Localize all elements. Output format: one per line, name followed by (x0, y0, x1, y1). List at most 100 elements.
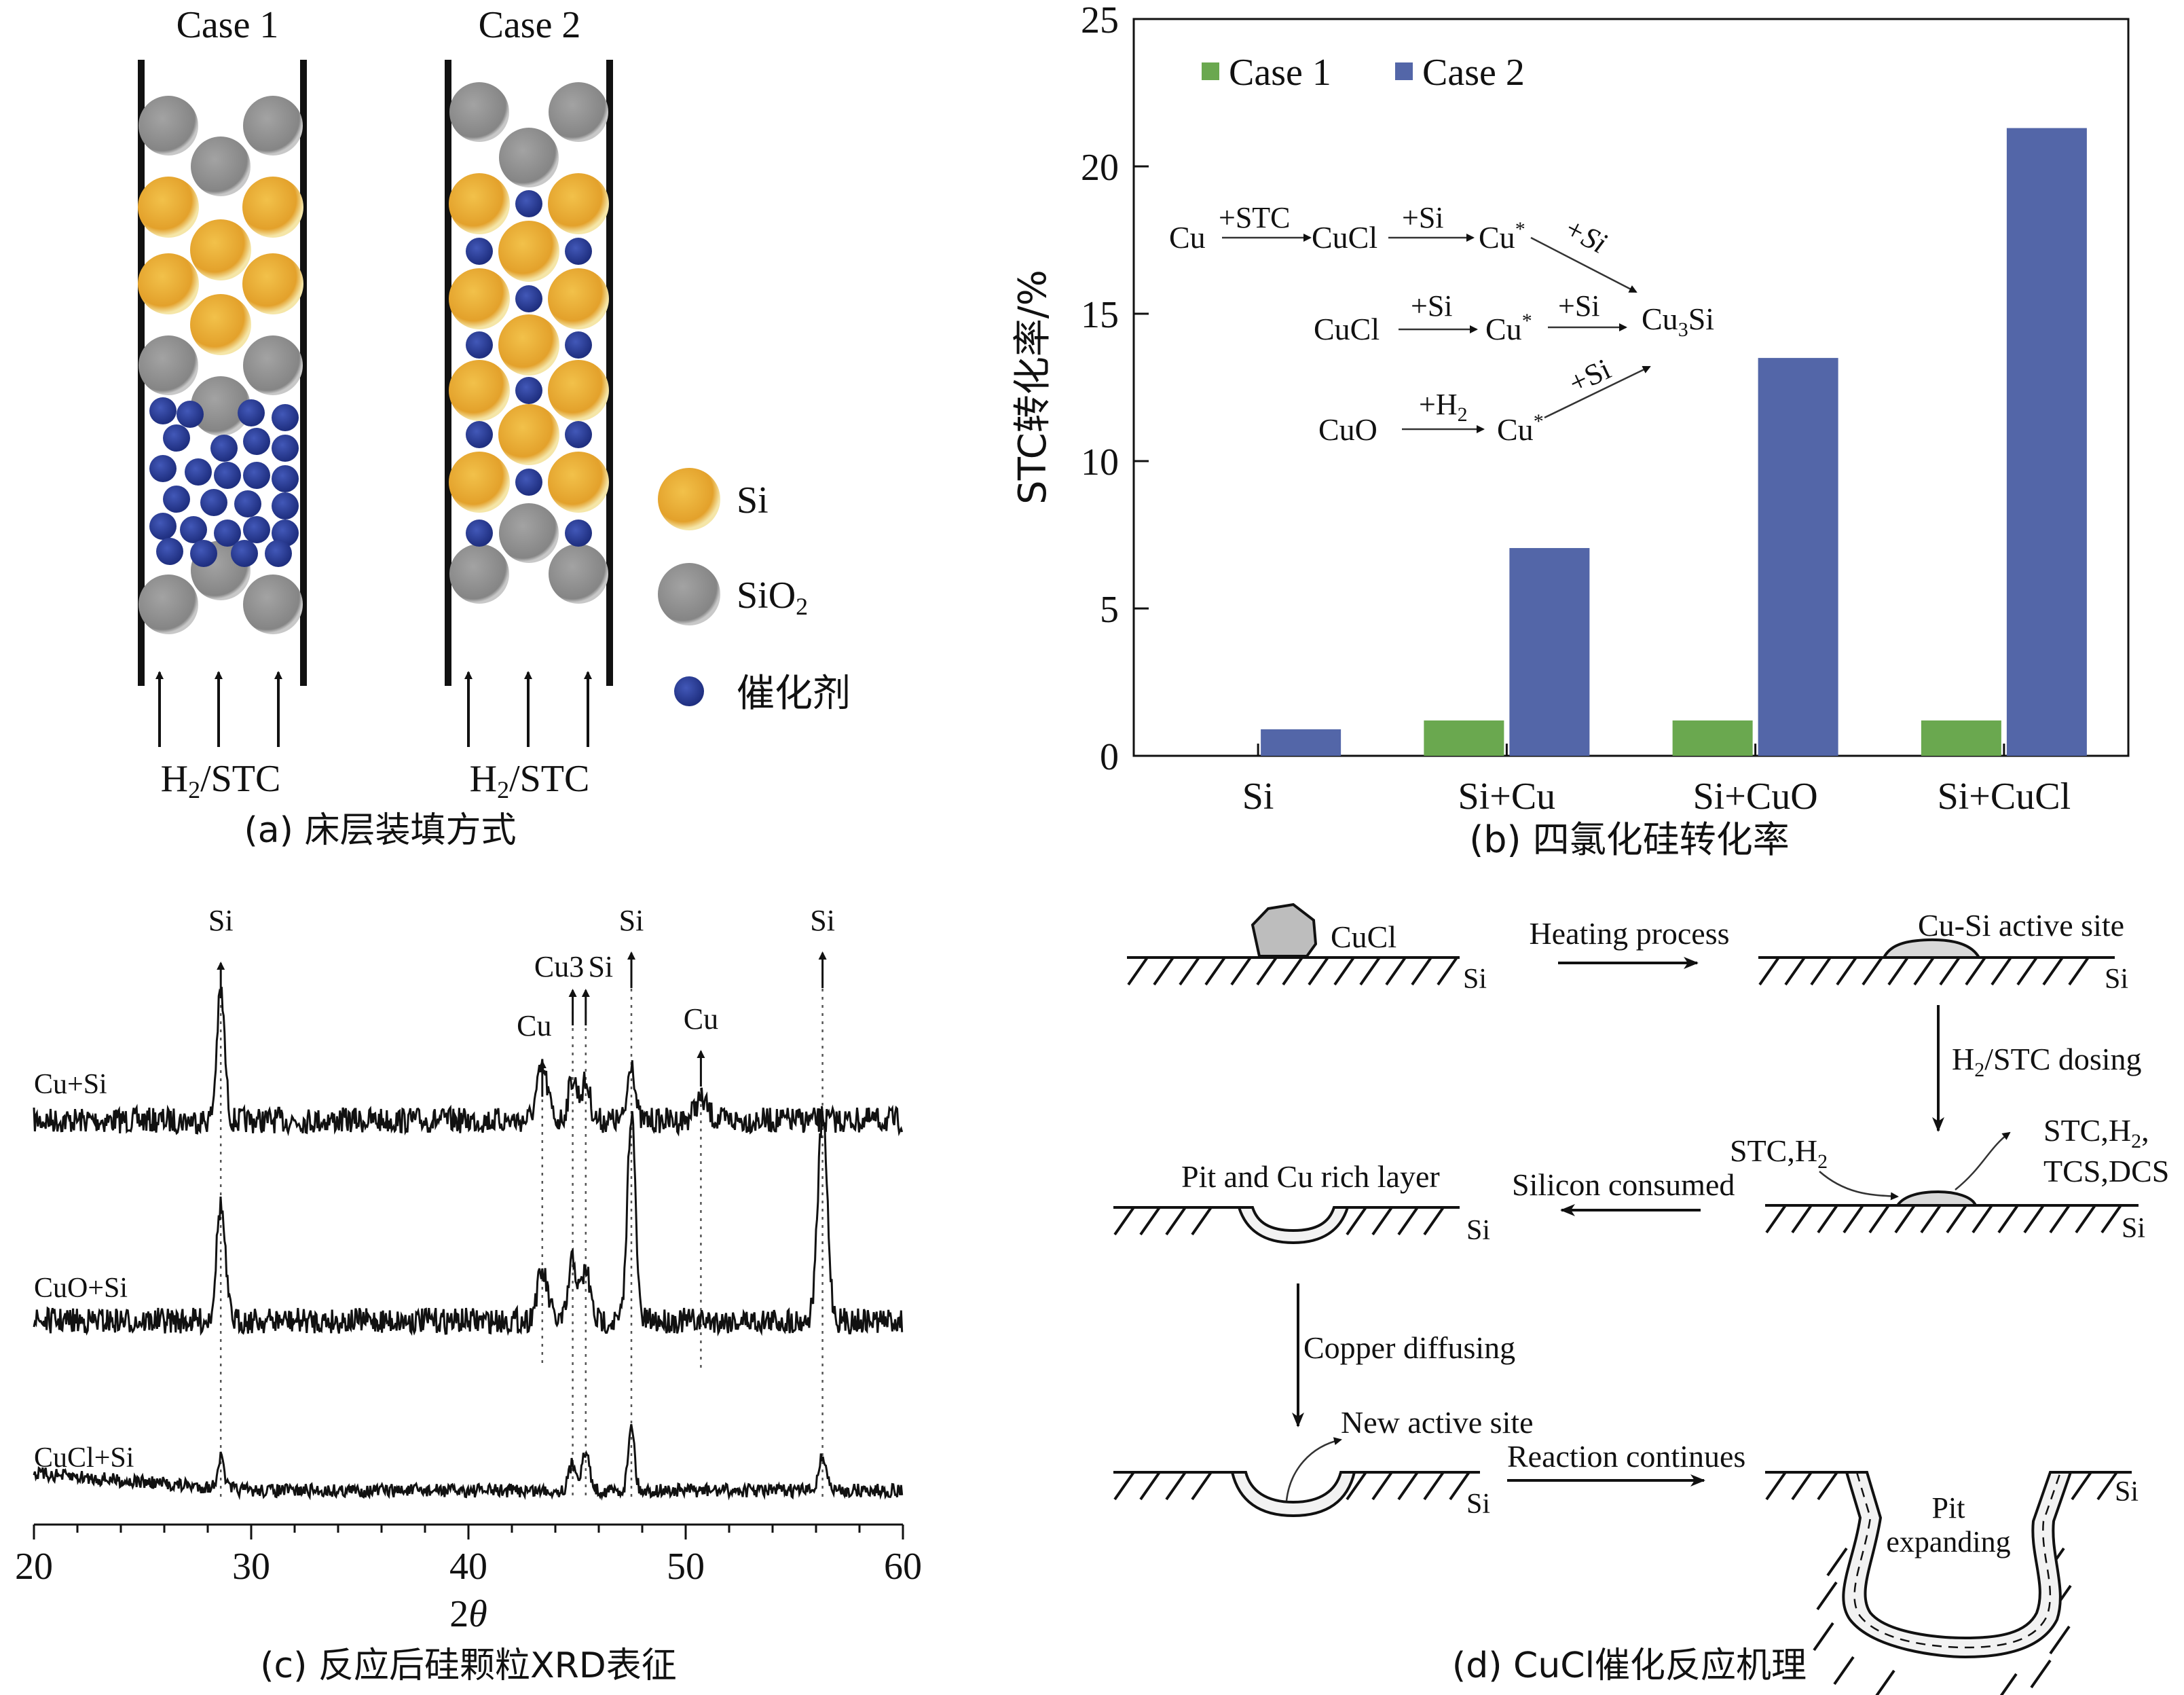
xrd-trace-cu-si (33, 987, 904, 1137)
particle-cat (210, 435, 238, 462)
gas-label-case2: H2/STC (470, 758, 590, 803)
si-label-4: Si (1466, 1215, 1490, 1246)
hatch-line (1346, 1471, 1367, 1501)
particle-si (242, 253, 303, 314)
peak-label: Cu (517, 1009, 551, 1042)
hatch-line (1153, 956, 1174, 986)
si-label-3: Si (2122, 1213, 2145, 1244)
chart-legend: Case 1 Case 2 (1202, 52, 1525, 94)
hatch-line (1875, 1669, 1895, 1695)
particle-cat (272, 435, 299, 462)
particle-cat (180, 516, 207, 543)
hatch-line (1204, 956, 1226, 986)
hatch-line (1282, 956, 1303, 986)
peak-label: Cu3 (534, 950, 584, 983)
particle-cat (272, 404, 299, 431)
inset-cucl-2: CuCl (1314, 312, 1380, 346)
particle-sio2 (549, 544, 608, 604)
bar-case-2 (1758, 358, 1838, 756)
stage-active-site: Cu-Si active site Si (1758, 908, 2128, 995)
peak-label: Si (588, 950, 613, 983)
peak-label: Si (208, 904, 234, 937)
particle-sio2 (138, 96, 198, 156)
inset-plus-si-1: +Si (1402, 201, 1444, 234)
trace-label-cuo-si: CuO+Si (34, 1273, 128, 1304)
particle-si (242, 177, 303, 238)
particle-si (190, 219, 251, 280)
stage-new-site: New active site Si (1113, 1405, 1534, 1520)
inset-plus-stc: +STC (1219, 201, 1291, 234)
y-tick-label: 20 (1081, 147, 1119, 189)
active-site-blob (1881, 938, 1982, 959)
inset-arrow-7 (1544, 365, 1651, 419)
particle-cat (238, 399, 265, 426)
trace-label-cucl-si: CuCl+Si (34, 1442, 134, 1474)
legend-sio2-swatch (658, 563, 720, 625)
hatch-line (1165, 1471, 1187, 1501)
hatch-line (1816, 1581, 1838, 1611)
legend-label: Case 2 (1422, 52, 1525, 94)
hatch-line (2042, 956, 2064, 986)
hatch-line (1991, 956, 2012, 986)
peak-label: Si (810, 904, 835, 937)
particle-cat (190, 540, 217, 567)
xrd-x-axis-label: 2θ (449, 1593, 487, 1635)
trace-labels: Cu+Si CuO+Si CuCl+Si (34, 1069, 134, 1474)
stage-pit: Pit and Cu rich layer Si (1113, 1159, 1490, 1246)
hatch-line (2023, 1204, 2045, 1234)
active-site-label: Cu-Si active site (1918, 908, 2124, 943)
particle-cat (466, 520, 493, 547)
particle-cat (163, 424, 190, 452)
particle-cat (243, 516, 270, 543)
inset-cucl-1: CuCl (1312, 220, 1377, 255)
hatch-line (1791, 1204, 1813, 1234)
hatch-line (1999, 1673, 2018, 1695)
particle-si (548, 268, 609, 329)
legend-catalyst-swatch (674, 676, 704, 706)
y-tick-label: 25 (1081, 0, 1119, 41)
particle-si (190, 294, 251, 355)
bar-case-2 (2006, 128, 2087, 756)
bar-case-1 (1424, 720, 1504, 756)
y-tick-label: 10 (1081, 441, 1119, 484)
particle-si (449, 360, 510, 421)
xrd-trace-cucl-si (33, 1424, 904, 1501)
particle-cat (149, 397, 177, 424)
hatch-line (1817, 1471, 1838, 1501)
stc-h2-in-label: STC,H2 (1730, 1133, 1828, 1173)
particle-sio2 (191, 136, 251, 196)
hatch-line (2030, 1659, 2052, 1689)
y-tick-label: 0 (1100, 736, 1119, 778)
caption-d: (d) CuCl催化反应机理 (1452, 1645, 1807, 1686)
peak-label: Si (619, 904, 644, 937)
particle-sio2 (449, 544, 509, 604)
legend-a: Si SiO2 催化剂 (658, 468, 851, 716)
panel-a: Case 1 Case 2 H2/STC H2/STC Si SiO2 (138, 4, 851, 851)
particle-si (449, 452, 510, 513)
hatch-line (1449, 1471, 1470, 1501)
hatch-line (1423, 1471, 1445, 1501)
panel-d: CuCl Si Heating process Cu-Si active sit… (1113, 903, 2169, 1695)
si-label-5: Si (1466, 1489, 1490, 1520)
particle-si (548, 173, 609, 234)
case1-label: Case 1 (177, 4, 279, 46)
hatch-line (1333, 956, 1355, 986)
hatch-line (1946, 1204, 1967, 1234)
particle-si (498, 221, 559, 282)
particle-sio2 (191, 376, 251, 436)
hatch-line (2100, 1204, 2122, 1234)
particle-cat (149, 513, 177, 540)
particle-sio2 (243, 335, 303, 395)
particle-cat (243, 428, 270, 455)
hatch-line (1256, 956, 1278, 986)
particle-si (138, 253, 199, 314)
peak-guide-lines (219, 964, 823, 1497)
hatch-line (1836, 956, 1857, 986)
x-category-label: Si+CuO (1693, 776, 1818, 818)
inset-cu: Cu (1169, 220, 1206, 255)
x-axis-categories: Si Si+Cu Si+CuO Si+CuCl (1242, 744, 2071, 818)
legend-sio2-label: SiO2 (737, 575, 808, 620)
hatch-line (1765, 1471, 1787, 1501)
